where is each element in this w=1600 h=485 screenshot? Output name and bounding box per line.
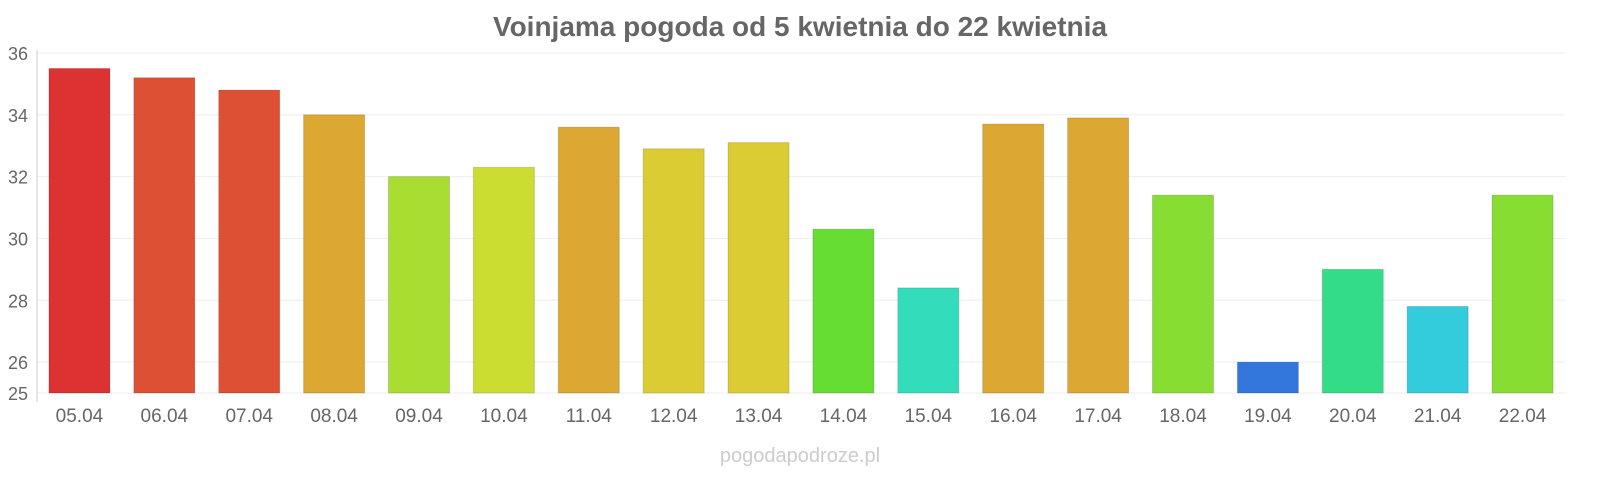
y-tick-label: 30 bbox=[8, 229, 28, 249]
x-tick-label: 13.04 bbox=[735, 406, 783, 427]
bar-14.04 bbox=[812, 228, 875, 394]
y-tick-label: 25 bbox=[8, 384, 28, 404]
x-tick-label: 21.04 bbox=[1414, 406, 1462, 427]
y-tick-label: 28 bbox=[8, 291, 28, 311]
x-tick-label: 06.04 bbox=[141, 406, 189, 427]
bar-13.04 bbox=[727, 142, 790, 394]
y-tick-label: 32 bbox=[8, 168, 28, 188]
y-tick-label: 34 bbox=[8, 106, 28, 126]
bar-19.04 bbox=[1236, 361, 1299, 394]
bar-15.04 bbox=[897, 287, 960, 394]
y-tick-label: 26 bbox=[8, 353, 28, 373]
bar-21.04 bbox=[1406, 305, 1469, 394]
x-tick-label: 05.04 bbox=[56, 406, 104, 427]
x-tick-label: 12.04 bbox=[650, 406, 698, 427]
x-tick-label: 17.04 bbox=[1074, 406, 1122, 427]
x-tick-label: 11.04 bbox=[566, 406, 613, 427]
bar-05.04 bbox=[48, 67, 111, 394]
x-tick-label: 09.04 bbox=[395, 406, 443, 427]
bar-18.04 bbox=[1152, 194, 1214, 394]
bar-20.04 bbox=[1321, 268, 1384, 394]
y-tick-label: 36 bbox=[8, 44, 28, 64]
x-tick-label: 15.04 bbox=[905, 406, 953, 427]
bar-16.04 bbox=[982, 123, 1045, 394]
bar-11.04 bbox=[557, 126, 620, 394]
x-tick-label: 07.04 bbox=[225, 406, 273, 427]
x-tick-label: 18.04 bbox=[1159, 406, 1207, 427]
bar-09.04 bbox=[388, 176, 450, 394]
x-tick-label: 08.04 bbox=[310, 406, 358, 427]
x-tick-label: 19.04 bbox=[1244, 406, 1292, 427]
bar-17.04 bbox=[1067, 117, 1130, 394]
bar-22.04 bbox=[1491, 194, 1554, 394]
bar-08.04 bbox=[303, 114, 366, 394]
x-tick-label: 10.04 bbox=[480, 406, 528, 427]
bar-10.04 bbox=[472, 166, 535, 394]
x-tick-label: 22.04 bbox=[1499, 406, 1547, 427]
bar-12.04 bbox=[642, 148, 705, 394]
x-tick-label: 20.04 bbox=[1329, 406, 1377, 427]
watermark: pogodapodroze.pl bbox=[720, 445, 880, 467]
x-tick-label: 14.04 bbox=[820, 406, 868, 427]
x-tick-label: 16.04 bbox=[989, 406, 1037, 427]
chart-title: Voinjama pogoda od 5 kwietnia do 22 kwie… bbox=[493, 11, 1107, 42]
bar-06.04 bbox=[133, 77, 196, 394]
bar-07.04 bbox=[218, 89, 281, 394]
